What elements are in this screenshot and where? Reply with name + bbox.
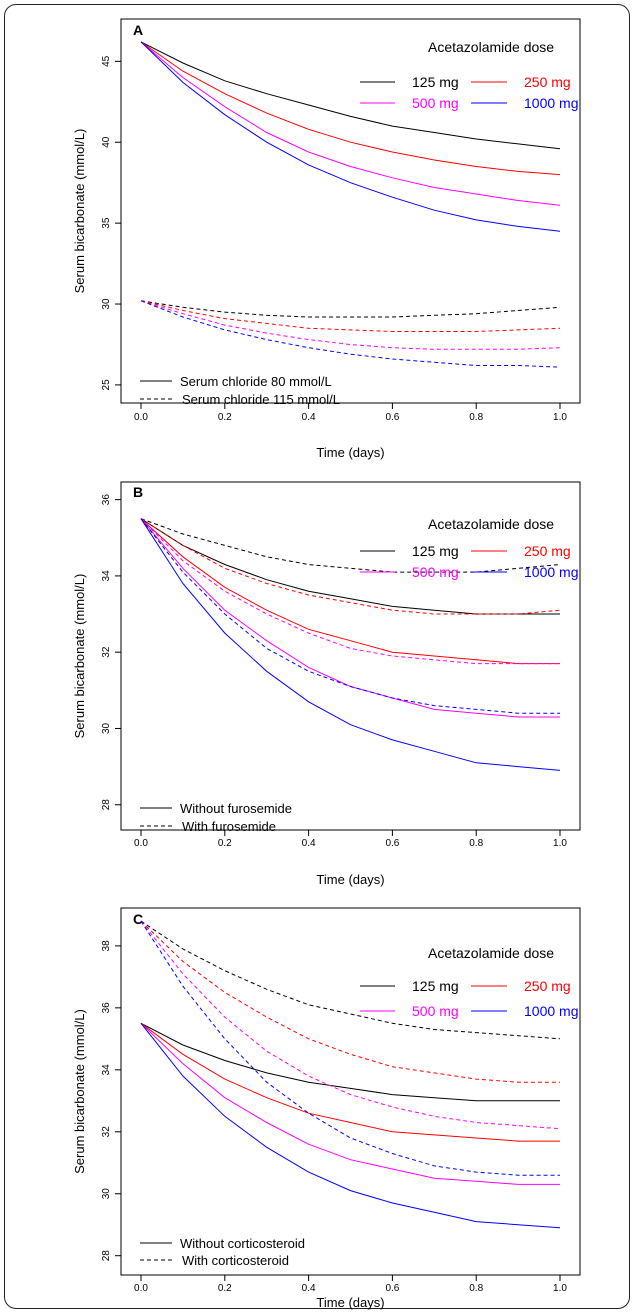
y-tick-label: 36 [101,1002,112,1014]
x-tick-label: 1.0 [553,1283,567,1294]
y-tick-label: 34 [101,570,112,582]
series-line-solid-125-mg [140,518,560,615]
series-line-dashed-250-mg [140,300,561,332]
series-line-dashed-1000-mg [140,300,561,368]
y-tick-label: 30 [101,722,112,734]
figure-frame [4,4,630,1309]
legend-label: 500 mg [412,1003,459,1019]
panel-a: A 0.0 0.2 0.4 0.6 0.8 1.0 25 30 35 40 45 Time (days)… [72,18,581,460]
panel-c: C 0.0 0.2 0.4 0.6 0.8 1.0 28 30 32 34 36 38 Time (day… [72,907,581,1310]
style-legend-label: With furosemide [182,819,276,834]
y-axis-title: Serum bicarbonate (mmol/L) [72,574,87,739]
series-line-solid-125-mg [140,1022,560,1102]
y-tick-label: 32 [101,646,112,658]
series-line-dashed-500-mg [140,518,560,665]
legend-label: 1000 mg [524,95,578,111]
series-line-solid-1000-mg [140,41,561,232]
x-tick-label: 0.4 [302,1283,316,1294]
style-legend-label: Serum chloride 115 mmol/L [182,392,340,407]
legend-label: 125 mg [412,74,459,90]
y-tick-label: 30 [101,1188,112,1200]
x-tick-label: 0.6 [385,412,399,423]
series-line-dashed-250-mg [140,920,560,1083]
series-line-solid-500-mg [140,1022,560,1185]
legend-title: Acetazolamide dose [428,516,554,532]
y-tick-label: 34 [101,1064,112,1076]
style-legend-label: Without furosemide [180,801,292,816]
panel-letter: A [133,22,143,38]
series-line-dashed-125-mg [140,300,561,318]
series-line-dashed-1000-mg [140,518,560,714]
series-line-solid-1000-mg [140,518,561,771]
series-line-solid-250-mg [140,518,560,665]
series-line-solid-125-mg [140,41,561,150]
legend-label: 1000 mg [524,564,578,580]
plot-box [120,907,581,1276]
panel-letter: B [133,484,143,500]
style-legend-label: With corticosteroid [182,1253,289,1268]
y-tick-label: 45 [101,55,112,67]
x-axis-title: Time (days) [316,445,384,460]
legend-label: 125 mg [412,978,459,994]
series-line-dashed-125-mg [140,518,561,573]
x-tick-label: 0.8 [469,412,483,423]
y-tick-label: 28 [101,1250,112,1262]
series-line-dashed-250-mg [140,518,561,615]
y-tick-label: 40 [101,136,112,148]
y-axis-title: Serum bicarbonate (mmol/L) [72,129,87,294]
y-tick-label: 25 [101,379,112,391]
series-line-dashed-1000-mg [140,920,560,1176]
x-tick-label: 0.4 [302,838,316,849]
legend-label: 250 mg [524,543,571,559]
plot-box [120,18,581,404]
style-legend-label: Serum chloride 80 mmol/L [180,374,332,389]
series-line-solid-250-mg [140,1022,560,1142]
x-tick-label: 0.8 [469,1283,483,1294]
legend-label: 500 mg [412,95,459,111]
x-axis-title: Time (days) [316,1295,384,1310]
x-tick-label: 1.0 [553,412,567,423]
y-tick-label: 30 [101,298,112,310]
y-tick-label: 28 [101,799,112,811]
panel-letter: C [133,911,143,927]
x-tick-label: 0.8 [469,838,483,849]
x-tick-label: 0.0 [134,412,148,423]
legend-label: 250 mg [524,978,571,994]
series-line-solid-500-mg [140,518,560,718]
style-legend-label: Without corticosteroid [180,1236,305,1251]
x-tick-label: 0.2 [218,1283,232,1294]
legend-label: 250 mg [524,74,571,90]
legend-title: Acetazolamide dose [428,39,554,55]
x-tick-label: 1.0 [553,838,567,849]
y-tick-label: 38 [101,940,112,952]
x-tick-label: 0.2 [218,412,232,423]
y-tick-label: 36 [101,494,112,506]
y-tick-label: 35 [101,217,112,229]
x-tick-label: 0.0 [134,1283,148,1294]
series-line-solid-250-mg [140,41,561,176]
y-tick-label: 32 [101,1126,112,1138]
plot-box [120,481,581,831]
x-tick-label: 0.2 [218,838,232,849]
series-line-dashed-500-mg [140,920,561,1130]
series-line-solid-1000-mg [140,1022,561,1229]
legend-label: 500 mg [412,564,459,580]
x-tick-label: 0.6 [385,838,399,849]
series-line-solid-500-mg [140,41,561,206]
x-tick-label: 0.6 [385,1283,399,1294]
legend-title: Acetazolamide dose [428,945,554,961]
series-line-dashed-125-mg [140,920,561,1040]
y-axis-title: Serum bicarbonate (mmol/L) [72,1009,87,1174]
series-line-dashed-500-mg [140,300,561,350]
panel-b: B 0.0 0.2 0.4 0.6 0.8 1.0 28 30 32 34 36 Time (days)… [72,481,581,887]
x-tick-label: 0.4 [302,412,316,423]
x-axis-title: Time (days) [316,872,384,887]
x-tick-label: 0.0 [134,838,148,849]
legend-label: 1000 mg [524,1003,578,1019]
legend-label: 125 mg [412,543,459,559]
